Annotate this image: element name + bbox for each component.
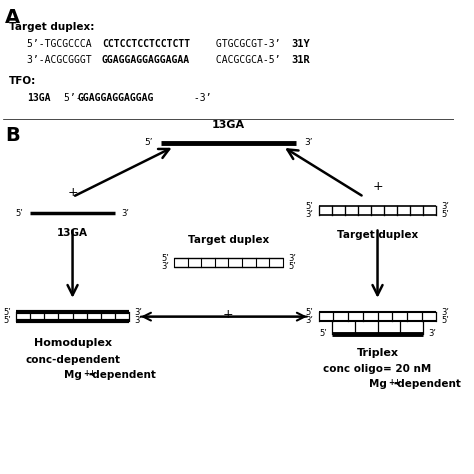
- Text: 5’: 5’: [3, 308, 10, 317]
- Text: ++: ++: [388, 378, 401, 387]
- Text: 31Y: 31Y: [292, 39, 310, 49]
- Text: 3’: 3’: [304, 138, 313, 147]
- Text: Target duplex: Target duplex: [337, 230, 418, 240]
- Text: Homoduplex: Homoduplex: [34, 338, 111, 348]
- Text: TFO:: TFO:: [9, 76, 36, 86]
- Text: +: +: [223, 308, 234, 321]
- Text: conc oligo= 20 nM: conc oligo= 20 nM: [323, 364, 432, 374]
- Text: 13GA: 13GA: [57, 228, 88, 237]
- Text: -dependent: -dependent: [393, 379, 461, 389]
- Text: Triplex: Triplex: [356, 348, 399, 358]
- Text: 3’: 3’: [135, 316, 142, 325]
- Text: -dependent: -dependent: [88, 370, 156, 380]
- Text: CACGCGCA-5’: CACGCGCA-5’: [210, 55, 292, 65]
- Text: 3’: 3’: [305, 210, 313, 219]
- Text: 3’: 3’: [135, 308, 142, 317]
- Text: 13GA: 13GA: [212, 119, 245, 129]
- Text: 5’: 5’: [3, 316, 10, 325]
- Text: GTGCGCGT-3’: GTGCGCGT-3’: [210, 39, 292, 49]
- Text: +: +: [67, 186, 78, 199]
- Text: 5’: 5’: [15, 209, 23, 218]
- Text: Mg: Mg: [64, 370, 82, 380]
- Text: A: A: [5, 9, 20, 27]
- Text: 3’: 3’: [442, 202, 449, 211]
- Text: 5’: 5’: [442, 210, 449, 219]
- Text: 3’: 3’: [305, 316, 313, 325]
- Text: conc-dependent: conc-dependent: [25, 355, 120, 365]
- Text: 3’: 3’: [428, 329, 436, 338]
- Text: +: +: [372, 180, 383, 193]
- Text: CCTCCTCCTCCTCTT: CCTCCTCCTCCTCTT: [102, 39, 190, 49]
- Text: ++: ++: [83, 369, 95, 378]
- Text: -3’: -3’: [188, 93, 211, 103]
- Text: 5’: 5’: [442, 316, 449, 325]
- Text: GGAGGAGGAGGAG: GGAGGAGGAGGAG: [77, 93, 154, 103]
- Text: Mg: Mg: [369, 379, 386, 389]
- Text: 5’-: 5’-: [64, 93, 87, 103]
- Text: 5’: 5’: [161, 254, 169, 263]
- Text: B: B: [5, 126, 19, 145]
- Text: 3’: 3’: [288, 254, 296, 263]
- Text: 5’-TGCGCCCA: 5’-TGCGCCCA: [27, 39, 98, 49]
- Text: 5’: 5’: [306, 202, 313, 211]
- Text: 3’: 3’: [161, 262, 169, 271]
- Text: Target duplex: Target duplex: [188, 235, 269, 245]
- Text: 5’: 5’: [306, 308, 313, 317]
- Text: 5’: 5’: [319, 329, 327, 338]
- Text: 3’-ACGCGGGT: 3’-ACGCGGGT: [27, 55, 98, 65]
- Text: 3’: 3’: [121, 209, 129, 218]
- Text: 31R: 31R: [292, 55, 310, 65]
- Text: GGAGGAGGAGGAGAA: GGAGGAGGAGGAGAA: [102, 55, 190, 65]
- Text: Target duplex:: Target duplex:: [9, 22, 95, 32]
- Text: 3’: 3’: [442, 308, 449, 317]
- Text: 5’: 5’: [144, 138, 153, 147]
- Text: 5’: 5’: [288, 262, 296, 271]
- Text: 13GA: 13GA: [27, 93, 51, 103]
